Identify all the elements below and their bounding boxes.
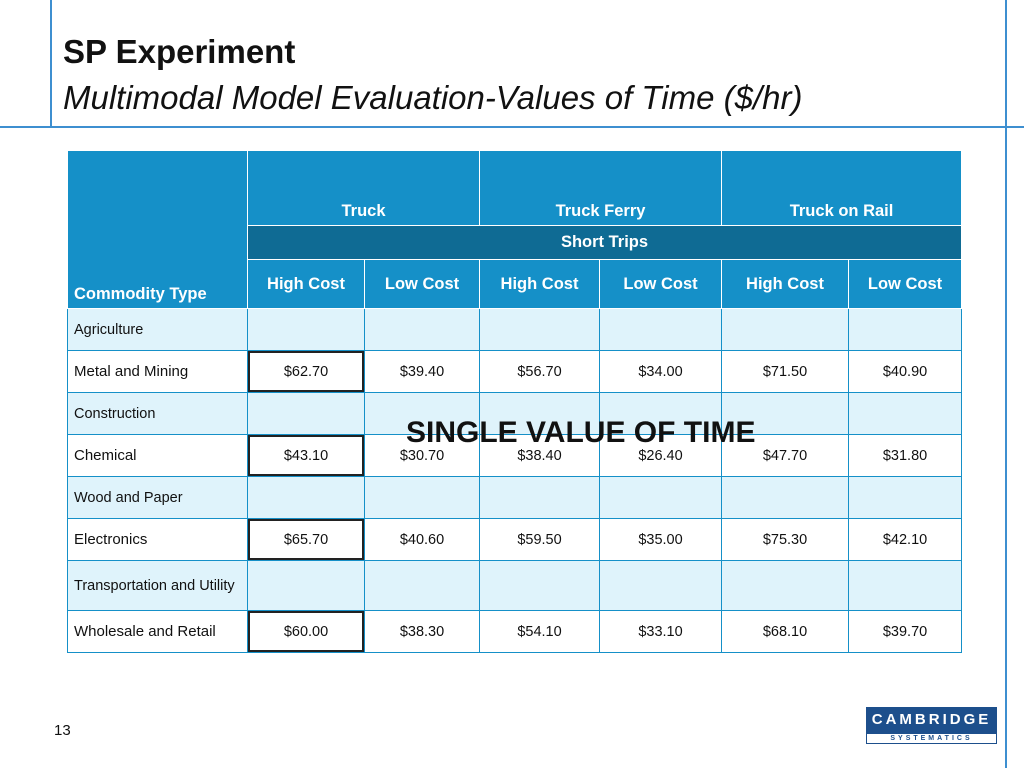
- value-cell: [364, 560, 480, 611]
- mode-header-truck-ferry: Truck Ferry: [478, 150, 723, 226]
- value-cell: [848, 476, 963, 519]
- table-row: Electronics $65.70 $40.60 $59.50 $35.00 …: [67, 518, 963, 561]
- value-cell: [247, 560, 365, 611]
- value-cell: $71.50: [721, 350, 850, 393]
- value-cell: [247, 392, 365, 435]
- commodity-label: Chemical: [67, 434, 248, 477]
- commodity-label: Wood and Paper: [67, 476, 248, 519]
- value-cell: $43.10: [247, 434, 365, 477]
- value-cell: $39.70: [848, 610, 963, 653]
- commodity-label: Construction: [67, 392, 248, 435]
- table-row: Agriculture: [67, 308, 963, 351]
- value-cell: [364, 476, 480, 519]
- value-cell: [598, 560, 723, 611]
- commodity-label: Wholesale and Retail: [67, 610, 248, 653]
- value-cell: $68.10: [721, 610, 850, 653]
- slide-title: SP Experiment: [63, 33, 296, 70]
- commodity-label: Transportation and Utility: [67, 560, 248, 611]
- page-number: 13: [54, 722, 71, 739]
- value-cell: [848, 392, 963, 435]
- table-row: Construction: [67, 392, 963, 435]
- value-cell: $62.70: [247, 350, 365, 393]
- value-cell: $40.60: [364, 518, 480, 561]
- value-cell: [479, 476, 600, 519]
- value-cell: $33.10: [598, 610, 723, 653]
- value-cell: [721, 392, 850, 435]
- frame-line-top: [0, 126, 1024, 128]
- table-row: Transportation and Utility: [67, 560, 963, 611]
- value-cell: $38.30: [364, 610, 480, 653]
- cost-header: Low Cost: [848, 259, 963, 309]
- value-cell: $60.00: [247, 610, 365, 653]
- value-cell: [721, 476, 850, 519]
- value-cell: $42.10: [848, 518, 963, 561]
- value-cell: [598, 392, 723, 435]
- value-cell: [479, 560, 600, 611]
- short-trips-band: Short Trips: [246, 225, 963, 260]
- value-cell: $40.90: [848, 350, 963, 393]
- logo-subtext: SYSTEMATICS: [866, 733, 997, 744]
- value-cell: [848, 560, 963, 611]
- value-cell: $59.50: [479, 518, 600, 561]
- cost-header: High Cost: [479, 259, 600, 309]
- value-cell: [721, 308, 850, 351]
- table-row: Wholesale and Retail $60.00 $38.30 $54.1…: [67, 610, 963, 653]
- logo-wordmark: CAMBRIDGE: [866, 707, 997, 733]
- cost-header: Low Cost: [364, 259, 480, 309]
- commodity-label: Electronics: [67, 518, 248, 561]
- table-row: Chemical $43.10 $30.70 $38.40 $26.40 $47…: [67, 434, 963, 477]
- cost-header: High Cost: [721, 259, 850, 309]
- value-cell: [598, 308, 723, 351]
- value-cell: $31.80: [848, 434, 963, 477]
- value-cell: $65.70: [247, 518, 365, 561]
- value-cell: [247, 308, 365, 351]
- value-cell: $47.70: [721, 434, 850, 477]
- value-cell: [247, 476, 365, 519]
- value-cell: $56.70: [479, 350, 600, 393]
- value-cell: $39.40: [364, 350, 480, 393]
- commodity-type-header: Commodity Type: [67, 150, 248, 309]
- cambridge-systematics-logo: CAMBRIDGE SYSTEMATICS: [866, 707, 997, 744]
- value-cell: $54.10: [479, 610, 600, 653]
- values-of-time-table: Commodity Type Truck Truck Ferry Truck o…: [67, 150, 963, 653]
- mode-header-truck-on-rail: Truck on Rail: [721, 150, 963, 226]
- value-cell: [364, 308, 480, 351]
- single-value-overlay: SINGLE VALUE OF TIME: [406, 416, 756, 449]
- table-row: Metal and Mining $62.70 $39.40 $56.70 $3…: [67, 350, 963, 393]
- commodity-label: Metal and Mining: [67, 350, 248, 393]
- value-cell: [479, 392, 600, 435]
- value-cell: $34.00: [598, 350, 723, 393]
- cost-header: Low Cost: [598, 259, 723, 309]
- table-row: Wood and Paper: [67, 476, 963, 519]
- value-cell: [479, 308, 600, 351]
- value-cell: [598, 476, 723, 519]
- value-cell: [364, 392, 480, 435]
- slide-subtitle: Multimodal Model Evaluation-Values of Ti…: [63, 79, 803, 116]
- mode-header-truck: Truck: [247, 150, 480, 226]
- value-cell: $35.00: [598, 518, 723, 561]
- cost-header: High Cost: [247, 259, 365, 309]
- frame-line-left: [50, 0, 52, 128]
- value-cell: $75.30: [721, 518, 850, 561]
- frame-line-right: [1005, 0, 1007, 768]
- value-cell: $26.40: [598, 434, 723, 477]
- value-cell: [721, 560, 850, 611]
- commodity-label: Agriculture: [67, 308, 248, 351]
- value-cell: [848, 308, 963, 351]
